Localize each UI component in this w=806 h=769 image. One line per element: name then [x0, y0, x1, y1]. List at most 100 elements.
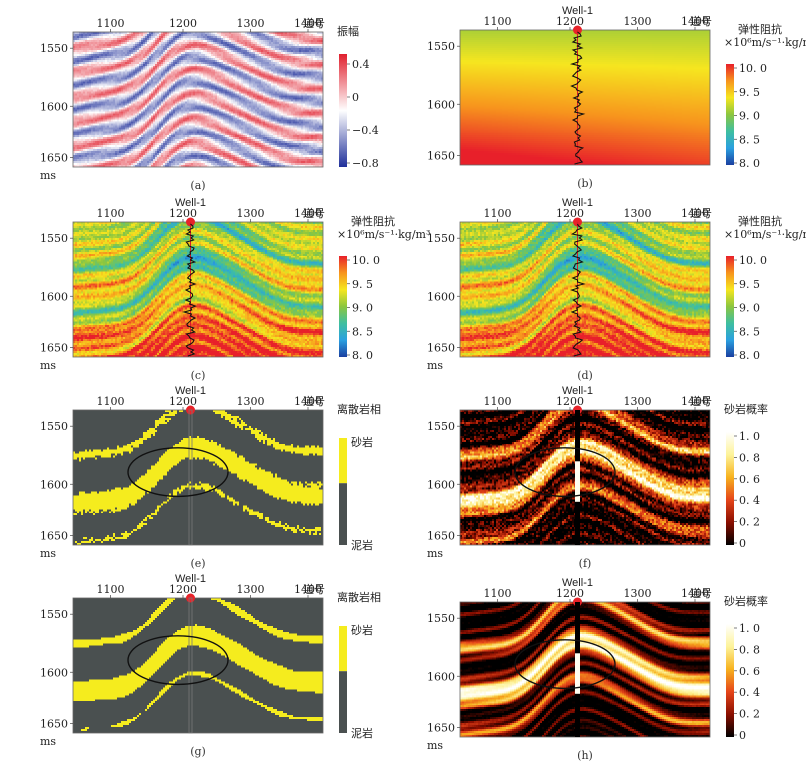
x-tick-label: 1200 [169, 207, 197, 220]
x-tick-label: 1100 [97, 17, 125, 30]
colorbar-tick-label: 8. 0 [739, 157, 760, 170]
colorbar-tick-label: 0.4 [352, 58, 370, 71]
colorbar-tick-label: 10. 0 [352, 254, 380, 267]
x-tick-label: 1200 [169, 583, 197, 596]
x-tick-label: 1200 [169, 395, 197, 408]
colorbar-tick-label: 9. 5 [739, 278, 760, 291]
x-tick-label: 1300 [237, 207, 265, 220]
plot-frame [459, 29, 711, 166]
y-axis-unit: ms [40, 169, 56, 182]
panel-g: 1100 1200 1300 1400 道号 1550 1600 1650 ms Well-1 离散… [18, 573, 381, 761]
colorbar [339, 256, 347, 357]
y-tick-label: 1650 [427, 722, 455, 735]
x-axis-unit: 道号 [690, 14, 712, 28]
well-label: Well-1 [175, 197, 206, 209]
y-tick-label: 1650 [427, 150, 455, 163]
well-label: Well-1 [175, 385, 206, 397]
heatmap-image [73, 598, 323, 733]
well-label: Well-1 [562, 385, 593, 397]
colorbar-tick-label: 8. 5 [352, 325, 373, 338]
colorbar-tick-label: 0 [352, 91, 359, 104]
colorbar-tick-label: 0. 4 [739, 686, 760, 699]
x-tick-label: 1200 [556, 395, 584, 408]
y-tick-label: 1600 [427, 98, 455, 111]
heatmap-image [73, 32, 323, 167]
heatmap-image [460, 410, 710, 545]
x-tick-label: 1200 [556, 15, 584, 28]
x-tick-label: 1100 [484, 15, 512, 28]
x-tick-label: 1300 [237, 17, 265, 30]
well-log-curve [570, 223, 586, 357]
x-tick-label: 1300 [624, 15, 652, 28]
colorbar-swatch-sand [339, 626, 347, 672]
colorbar-tick-label: 9. 5 [739, 86, 760, 99]
x-axis-unit: 道号 [303, 582, 325, 596]
x-tick-label: 1400 [294, 583, 322, 596]
x-axis-unit: 道号 [303, 206, 325, 220]
plot-frame [459, 221, 711, 358]
x-tick-label: 1100 [484, 207, 512, 220]
colorbar [726, 64, 734, 165]
y-tick-label: 1600 [40, 100, 68, 113]
panel-label: (g) [190, 745, 206, 758]
x-tick-label: 1300 [624, 587, 652, 600]
colorbar-tick-label: 10. 0 [739, 254, 767, 267]
x-axis-unit: 道号 [690, 206, 712, 220]
y-tick-label: 1550 [427, 612, 455, 625]
panel-label: (c) [191, 369, 206, 382]
well-log-curve [181, 223, 197, 357]
y-tick-label: 1600 [40, 478, 68, 491]
colorbar-tick-label: 0. 6 [739, 665, 760, 678]
x-tick-label: 1400 [681, 395, 709, 408]
x-tick-label: 1400 [294, 17, 322, 30]
x-tick-label: 1200 [169, 17, 197, 30]
y-tick-label: 1550 [427, 420, 455, 433]
x-axis-unit: 道号 [690, 586, 712, 600]
panel-c: 1100 1200 1300 1400 道号 1550 1600 1650 ms Well-1 弹性… [18, 197, 430, 385]
x-axis-unit: 道号 [303, 16, 325, 30]
x-tick-label: 1200 [556, 587, 584, 600]
colorbar-tick-label: 0. 8 [739, 451, 760, 464]
panel-label: (b) [577, 177, 593, 190]
y-tick-label: 1550 [40, 608, 68, 621]
colorbar-title: 离散岩相 [337, 402, 381, 416]
y-tick-label: 1550 [40, 232, 68, 245]
y-tick-label: 1600 [40, 290, 68, 303]
y-axis-unit: ms [427, 359, 443, 372]
x-tick-label: 1100 [97, 395, 125, 408]
y-axis-unit: ms [40, 359, 56, 372]
colorbar-title: ×10⁶m/s⁻¹·kg/m³ [724, 36, 806, 49]
colorbar-tick-label: 8. 0 [352, 349, 373, 362]
plot-frame [72, 409, 324, 546]
y-tick-label: 1650 [40, 530, 68, 543]
colorbar-title: 离散岩相 [337, 590, 381, 604]
colorbar-tick-label: −0.8 [352, 157, 379, 170]
x-tick-label: 1100 [484, 587, 512, 600]
panel-f: 1100 1200 1300 1400 道号 1550 1600 1650 ms Well-1 砂岩… [405, 385, 768, 573]
y-tick-label: 1600 [427, 290, 455, 303]
y-axis-unit: ms [40, 547, 56, 560]
panel-label: (a) [190, 179, 205, 192]
colorbar-tick-label: 0. 8 [739, 643, 760, 656]
well-label: Well-1 [175, 573, 206, 585]
x-tick-label: 1400 [681, 15, 709, 28]
highlight-ellipse [127, 635, 229, 686]
well-label: Well-1 [562, 5, 593, 17]
panel-label: (e) [190, 557, 205, 570]
y-tick-label: 1650 [427, 530, 455, 543]
y-tick-label: 1600 [427, 670, 455, 683]
colorbar-tick-label: 9. 5 [352, 278, 373, 291]
colorbar-title: ×10⁶m/s⁻¹·kg/m³ [724, 228, 806, 241]
well-label: Well-1 [562, 197, 593, 209]
colorbar-tick-label: 0 [739, 537, 746, 550]
colorbar-tick-label: 9. 0 [352, 302, 373, 315]
plot-frame [72, 221, 324, 358]
y-tick-label: 1550 [427, 40, 455, 53]
plot-frame [72, 31, 324, 168]
colorbar-title: ×10⁶m/s⁻¹·kg/m³ [337, 228, 430, 241]
